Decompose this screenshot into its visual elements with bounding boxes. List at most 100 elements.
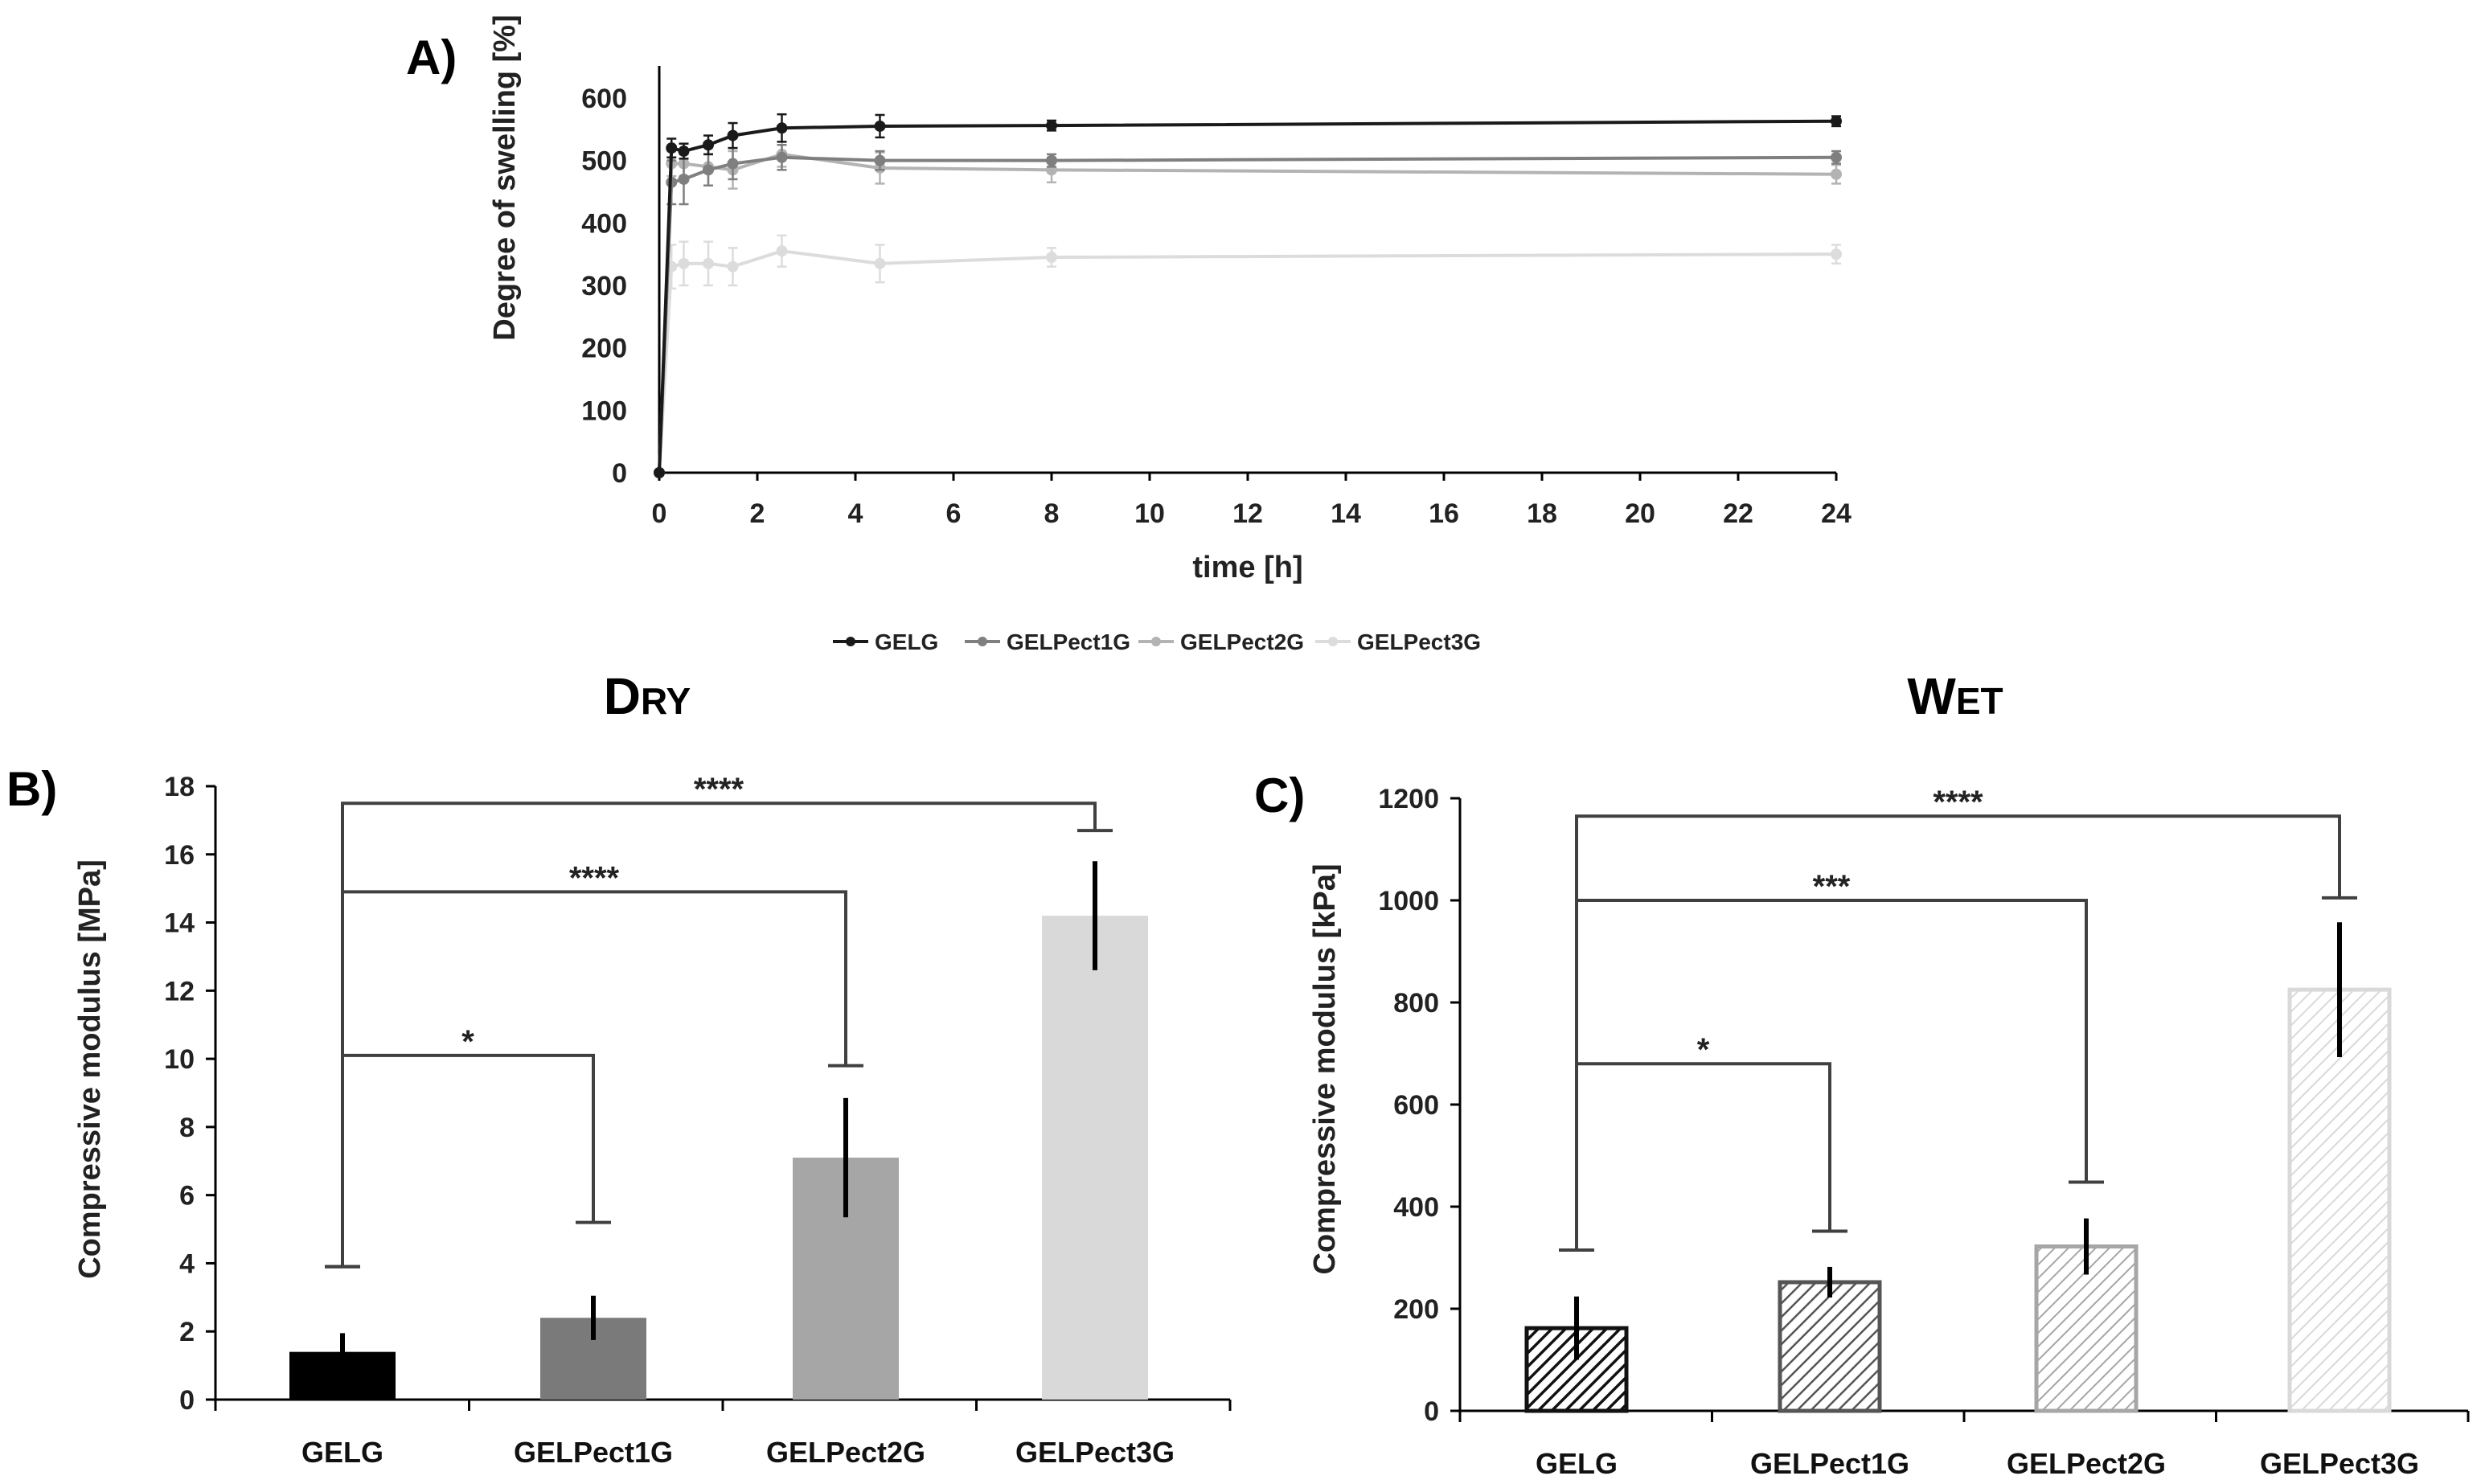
swelling-x-tick-label: 8 [1044, 498, 1060, 529]
swelling-x-tick-label: 10 [1134, 498, 1165, 529]
data-point-GELPect1G [678, 173, 690, 185]
category-label-GELG: GELG [1536, 1447, 1618, 1480]
b-y-tick-label: 8 [179, 1113, 195, 1143]
swelling-x-tick-label: 22 [1723, 498, 1753, 529]
bar-GELPect3G [1042, 916, 1148, 1400]
b-y-tick-label: 6 [179, 1181, 195, 1211]
swelling-y-tick-label: 200 [581, 334, 627, 364]
data-point-GELPect1G [727, 158, 739, 170]
data-point-GELPect3G [727, 260, 739, 273]
category-label-GELPect2G: GELPect2G [2007, 1447, 2166, 1480]
c-y-tick-label: 1000 [1378, 886, 1439, 916]
panel-a-letter: A) [406, 31, 457, 84]
b-y-tick-label: 14 [164, 908, 195, 939]
swelling-legend: GELG GELPect1G GELPect2G GELPect3G [833, 629, 1481, 654]
significance-label: **** [1933, 785, 1983, 820]
series-line-GELPect1G [658, 155, 1837, 473]
significance-label: * [461, 1024, 474, 1060]
data-point-GELG [874, 120, 886, 132]
significance-bracket [341, 1053, 595, 1267]
dry-title: DRY [604, 667, 691, 725]
wet-modulus-chart: C) 0 200 400 600 800 1000 1200 GELG GELPect1G GE… [1254, 769, 2470, 1480]
swelling-x-tick-label: 18 [1527, 498, 1557, 529]
b-y-tick-label: 18 [164, 772, 195, 802]
bar-GELPect2G [2034, 1244, 2139, 1413]
legend-label-GELPect2G: GELPect2G [1180, 629, 1304, 654]
b-y-tick-label: 10 [164, 1044, 195, 1075]
dry-modulus-chart: B) 0 2 4 6 8 10 12 14 16 18 GELG GELPect1G GELPect2… [6, 762, 1232, 1469]
series-line-GELPect2G [658, 152, 1837, 473]
data-point-GELG [703, 139, 714, 151]
data-point-GELG [776, 122, 788, 134]
data-point-GELG [654, 467, 665, 478]
legend-marker-GELG [846, 637, 855, 646]
swelling-x-tick-label: 12 [1232, 498, 1263, 529]
panel-b-letter: B) [6, 762, 57, 816]
data-point-GELPect1G [776, 151, 788, 163]
data-point-GELPect1G [874, 154, 886, 166]
category-label-GELPect3G: GELPect3G [2260, 1447, 2419, 1480]
legend-marker-GELPect1G [978, 637, 987, 646]
category-label-GELPect3G: GELPect3G [1015, 1436, 1175, 1469]
wet-title: WET [1907, 667, 2003, 725]
data-point-GELPect3G [703, 257, 714, 269]
data-point-GELG [666, 142, 678, 154]
c-y-tick-label: 600 [1393, 1090, 1439, 1121]
swelling-y-tick-label: 0 [612, 458, 627, 489]
swelling-x-axis-title: time [h] [1192, 551, 1302, 584]
data-point-GELG [727, 129, 739, 141]
b-y-tick-label: 12 [164, 976, 195, 1006]
data-point-GELPect3G [1831, 248, 1842, 260]
c-y-tick-label: 200 [1393, 1294, 1439, 1325]
category-label-GELPect1G: GELPect1G [514, 1436, 673, 1469]
swelling-x-tick-label: 4 [848, 498, 863, 529]
b-y-tick-label: 16 [164, 840, 195, 871]
swelling-x-tick-label: 14 [1331, 498, 1361, 529]
significance-label: *** [1813, 869, 1851, 904]
legend-marker-GELPect3G [1328, 637, 1338, 646]
data-point-GELG [678, 146, 690, 158]
c-y-tick-label: 0 [1424, 1396, 1439, 1427]
category-label-GELPect2G: GELPect2G [766, 1436, 925, 1469]
legend-label-GELG: GELG [875, 629, 938, 654]
data-point-GELG [1046, 120, 1057, 132]
data-point-GELPect1G [1831, 151, 1842, 163]
legend-marker-GELPect2G [1151, 637, 1161, 646]
data-point-GELPect3G [776, 245, 788, 257]
panel-c-letter: C) [1254, 769, 1305, 822]
bar-GELPect1G [1778, 1280, 1882, 1413]
data-point-GELPect1G [1046, 154, 1057, 166]
swelling-y-tick-label: 600 [581, 84, 627, 114]
swelling-y-tick-label: 100 [581, 396, 627, 426]
swelling-x-tick-label: 24 [1821, 498, 1852, 529]
data-point-GELPect3G [874, 257, 886, 269]
swelling-x-tick-label: 16 [1429, 498, 1459, 529]
swelling-x-tick-label: 6 [946, 498, 962, 529]
b-y-tick-label: 0 [179, 1385, 195, 1416]
category-label-GELG: GELG [301, 1436, 383, 1469]
data-point-GELG [1831, 115, 1842, 127]
significance-label: **** [569, 860, 620, 896]
significance-bracket [1575, 814, 2341, 1250]
swelling-y-tick-label: 400 [581, 208, 627, 239]
wet-y-axis-title: Compressive modulus [kPa] [1308, 863, 1342, 1274]
data-point-GELPect3G [1046, 252, 1057, 264]
swelling-x-tick-label: 20 [1625, 498, 1655, 529]
significance-label: **** [694, 772, 744, 807]
swelling-y-axis-title: Degree of swelling [%] [488, 14, 522, 340]
significance-bracket [1575, 1062, 1831, 1250]
c-y-tick-label: 800 [1393, 988, 1439, 1019]
swelling-x-tick-label: 2 [750, 498, 765, 529]
b-y-tick-label: 4 [179, 1248, 195, 1279]
series-line-GELPect3G [658, 249, 1837, 473]
data-point-GELPect3G [678, 257, 690, 269]
data-point-GELPect2G [1831, 168, 1842, 180]
significance-bracket [341, 801, 1097, 1267]
significance-label: * [1697, 1032, 1710, 1068]
category-label-GELPect1G: GELPect1G [1750, 1447, 1909, 1480]
data-point-GELPect1G [703, 164, 714, 176]
swelling-y-tick-label: 300 [581, 271, 627, 301]
c-y-tick-label: 1200 [1378, 784, 1439, 814]
